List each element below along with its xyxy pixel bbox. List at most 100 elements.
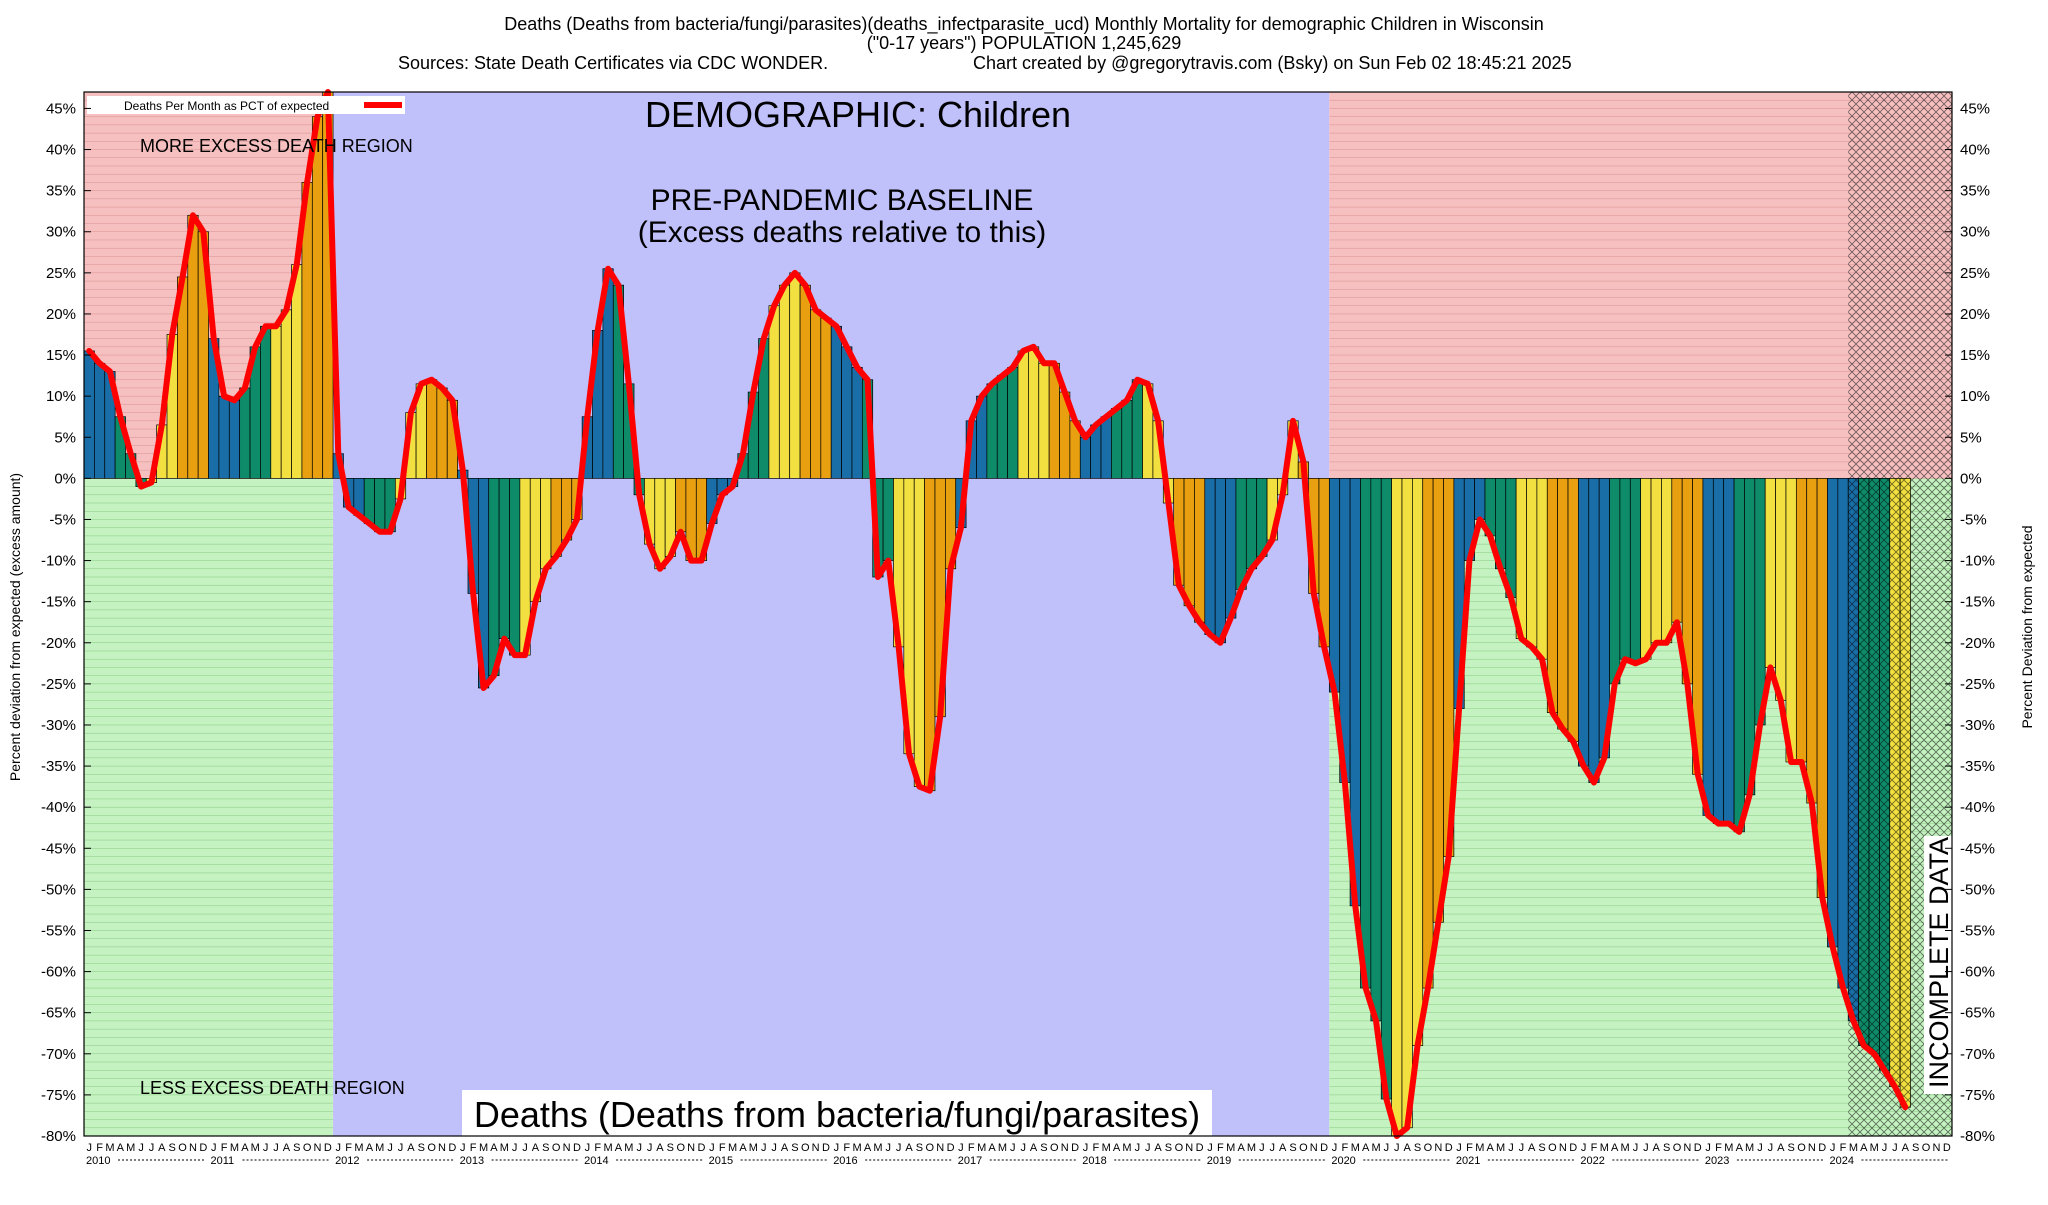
y-tick-label-left: -60% [41, 964, 76, 981]
y-tick-label-right: -40% [1960, 799, 1995, 816]
x-tick-month: S [1165, 1142, 1172, 1154]
x-tick-month: J [958, 1142, 964, 1154]
data-bar [488, 478, 500, 676]
x-tick-month: J [636, 1142, 642, 1154]
data-bar [1733, 478, 1745, 833]
plot-border [83, 91, 1953, 1137]
x-tick-month: J [1768, 1142, 1774, 1154]
data-bar [1245, 478, 1258, 570]
x-tick-month: A [864, 1142, 872, 1154]
demographic-label: DEMOGRAPHIC: Children [645, 94, 1071, 135]
y-tick-label-left: -75% [41, 1087, 76, 1104]
x-tick-month: D [324, 1142, 332, 1154]
data-bar [851, 367, 863, 479]
x-tick-month: J [138, 1142, 144, 1154]
x-tick-month: S [1912, 1142, 1919, 1154]
x-tick-month: M [1496, 1142, 1505, 1154]
bottom-title: Deaths (Deaths from bacteria/fungi/paras… [474, 1094, 1200, 1135]
y-tick-label-right: 0% [1960, 470, 1982, 487]
x-tick-month: O [1050, 1142, 1059, 1154]
x-tick-month: M [1600, 1142, 1609, 1154]
x-tick-month: D [1818, 1142, 1826, 1154]
x-tick-month: J [1207, 1142, 1213, 1154]
x-tick-month: D [1320, 1142, 1328, 1154]
x-tick-month: M [1247, 1142, 1256, 1154]
data-bar [218, 395, 230, 479]
x-tick-month: J [1882, 1142, 1888, 1154]
data-bar [1588, 478, 1600, 783]
y-tick-label-right: -50% [1960, 881, 1995, 898]
x-tick-month: N [438, 1142, 446, 1154]
x-tick-month: S [169, 1142, 176, 1154]
x-tick-month: A [117, 1142, 125, 1154]
x-tick-month: M [1745, 1142, 1754, 1154]
x-tick-month: J [1270, 1142, 1276, 1154]
y-tick-label-right: 25% [1960, 265, 1990, 282]
bottom-title-box [462, 1090, 1212, 1138]
x-tick-month: J [896, 1142, 902, 1154]
y-tick-label-left: -70% [41, 1046, 76, 1063]
y-tick-label-left: -15% [41, 594, 76, 611]
data-bar [1661, 478, 1673, 644]
x-tick-month: S [293, 1142, 300, 1154]
data-bar [94, 362, 106, 479]
data-bar [550, 478, 562, 557]
y-tick-label-left: 45% [46, 100, 76, 117]
x-tick-month: A [1611, 1142, 1619, 1154]
data-bar [1017, 350, 1029, 479]
x-tick-month: S [667, 1142, 674, 1154]
x-tick-month: D [1569, 1142, 1577, 1154]
x-tick-month: S [1787, 1142, 1794, 1154]
x-tick-month: O [1797, 1142, 1806, 1154]
x-tick-month: J [1643, 1142, 1649, 1154]
data-bar [1391, 478, 1403, 1137]
data-bar [810, 309, 822, 479]
x-tick-month: O [1424, 1142, 1433, 1154]
x-tick-month: N [314, 1142, 322, 1154]
x-year-label: 2023 [1705, 1155, 1729, 1167]
x-tick-month: J [771, 1142, 777, 1154]
data-bar [1235, 478, 1247, 590]
data-bar [426, 379, 438, 479]
x-tick-month: F [221, 1142, 228, 1154]
x-tick-month: J [647, 1142, 653, 1154]
data-bar [1546, 478, 1559, 713]
data-bar [1328, 478, 1341, 693]
y-tick-label-right: -20% [1960, 635, 1995, 652]
x-tick-month: F [843, 1142, 850, 1154]
data-bar [1370, 478, 1382, 1022]
x-year-label: 2024 [1829, 1155, 1853, 1167]
x-year-label: 2012 [335, 1155, 359, 1167]
x-tick-month: J [1519, 1142, 1525, 1154]
y-tick-label-right: -80% [1960, 1128, 1995, 1145]
x-tick-month: F [1840, 1142, 1847, 1154]
data-bar [768, 305, 780, 479]
data-bar [509, 478, 521, 656]
x-tick-month: M [105, 1142, 114, 1154]
x-tick-month: N [687, 1142, 695, 1154]
x-tick-month: J [398, 1142, 404, 1154]
x-tick-month: A [1030, 1142, 1038, 1154]
data-bar [1712, 478, 1725, 824]
incomplete-data-text: INCOMPLETE DATA [1924, 837, 1954, 1088]
data-bar [986, 383, 998, 479]
header-line-2: ("0-17 years") POPULATION 1,245,629 [867, 33, 1182, 53]
x-tick-month: O [1922, 1142, 1931, 1154]
x-tick-month: F [345, 1142, 352, 1154]
x-tick-month: S [418, 1142, 425, 1154]
x-tick-month: J [1830, 1142, 1836, 1154]
x-tick-month: M [1371, 1142, 1380, 1154]
x-tick-month: O [1299, 1142, 1308, 1154]
x-tick-month: J [1892, 1142, 1898, 1154]
x-tick-month: M [1849, 1142, 1858, 1154]
data-bar [1204, 478, 1216, 635]
x-tick-month: J [211, 1142, 217, 1154]
x-tick-month: A [407, 1142, 415, 1154]
x-year-label: 2022 [1580, 1155, 1604, 1167]
x-tick-month: O [676, 1142, 685, 1154]
x-tick-month: N [812, 1142, 820, 1154]
x-tick-month: A [1902, 1142, 1910, 1154]
data-bar [1121, 399, 1133, 479]
y-tick-label-left: 0% [54, 470, 76, 487]
